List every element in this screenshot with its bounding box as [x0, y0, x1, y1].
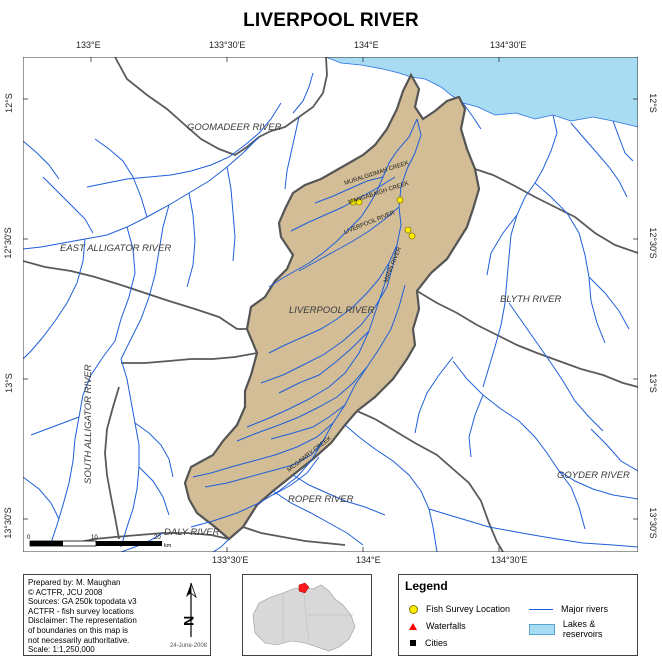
info-line: © ACTFR, JCU 2008 — [28, 587, 103, 597]
legend: Legend Fish Survey Location Waterfalls C… — [398, 574, 638, 656]
info-line: Scale: 1:1,250,000 — [28, 645, 95, 655]
survey-point[interactable] — [396, 196, 404, 204]
top-longitude-label: 134°E — [354, 40, 379, 50]
black-square-icon — [410, 640, 416, 646]
label-blyth-river: BLYTH RIVER — [500, 294, 562, 305]
info-line: ACTFR - fish survey locations — [28, 606, 134, 616]
north-label: N — [180, 615, 197, 626]
right-latitude-label: 13°S — [648, 373, 658, 393]
info-line: not necessarily authoritative. — [28, 635, 130, 645]
survey-point[interactable] — [355, 198, 363, 206]
bottom-longitude-label: 133°30'E — [212, 555, 249, 565]
info-line: Sources: GA 250k topodata v3 — [28, 597, 137, 607]
info-line: Disclaimer: The representation — [28, 616, 137, 626]
scale-tick: 0 — [27, 535, 31, 541]
right-latitude-label: 13°30'S — [648, 507, 658, 539]
scale-tick: 20 — [154, 535, 161, 541]
bottom-longitude-label: 134°E — [356, 555, 381, 565]
legend-item-cities: Cities — [409, 638, 448, 648]
sea — [325, 57, 638, 128]
label-goomadeer-river: GOOMADEER RIVER — [187, 122, 282, 133]
top-longitude-label: 133°30'E — [209, 40, 246, 50]
label-roper-river: ROPER RIVER — [288, 494, 354, 505]
inset-map — [242, 574, 372, 656]
lightblue-box-icon — [529, 623, 555, 635]
legend-label: Waterfalls — [426, 621, 466, 631]
scale-unit: km — [164, 543, 172, 549]
north-arrow-icon — [186, 582, 197, 637]
info-line: Prepared by: M. Maughan — [28, 578, 121, 587]
legend-item-waterfalls: Waterfalls — [409, 621, 466, 631]
legend-item-major-rivers: Major rivers — [529, 604, 608, 614]
blue-line-icon — [529, 608, 553, 610]
legend-title: Legend — [405, 579, 448, 593]
label-goyder-river: GOYDER RIVER — [557, 470, 630, 481]
legend-label: Cities — [425, 638, 448, 648]
left-latitude-label: 12°S — [4, 93, 14, 113]
top-longitude-label: 134°30'E — [490, 40, 527, 50]
top-longitude-label: 133°E — [76, 40, 101, 50]
label-daly-river: DALY RIVER — [164, 527, 220, 538]
australia-locator — [252, 582, 356, 652]
graticule-ticks — [23, 57, 638, 552]
legend-label: Major rivers — [561, 604, 609, 614]
right-latitude-label: 12°30'S — [648, 227, 658, 259]
left-latitude-label: 12°30'S — [3, 227, 13, 259]
right-latitude-label: 12°S — [648, 93, 658, 113]
main-map[interactable]: GOOMADEER RIVER EAST ALLIGATOR RIVER LIV… — [23, 57, 638, 552]
catchment-boundaries — [23, 57, 638, 552]
red-triangle-icon — [409, 622, 417, 630]
river-network — [23, 72, 638, 552]
bottom-longitude-label: 134°30'E — [491, 555, 528, 565]
label-south-alligator-river: SOUTH ALLIGATOR RIVER — [83, 364, 94, 484]
study-area-highlight — [298, 582, 310, 594]
fish-survey-points[interactable] — [349, 196, 416, 240]
scale-bar: 0 10 20 km — [27, 535, 172, 549]
left-latitude-label: 13°S — [4, 373, 14, 393]
survey-point[interactable] — [404, 226, 412, 234]
label-liverpool-river: LIVERPOOL RIVER — [289, 305, 374, 316]
left-latitude-label: 13°30'S — [3, 507, 13, 539]
label-east-alligator-river: EAST ALLIGATOR RIVER — [60, 243, 171, 254]
map-title: LIVERPOOL RIVER — [243, 10, 419, 31]
info-box: Prepared by: M. Maughan © ACTFR, JCU 200… — [23, 574, 211, 656]
map-date: 24-June-2008 — [169, 643, 207, 650]
scale-tick: 10 — [91, 535, 98, 541]
legend-label: Lakes & reservoirs — [562, 619, 603, 639]
info-line: of boundaries on this map is — [28, 625, 129, 635]
survey-point[interactable] — [408, 232, 416, 240]
legend-item-lakes: Lakes & reservoirs — [529, 619, 637, 639]
yellow-circle-icon — [409, 604, 418, 614]
legend-label: Fish Survey Location — [426, 604, 511, 614]
legend-item-fish-survey: Fish Survey Location — [409, 604, 510, 614]
